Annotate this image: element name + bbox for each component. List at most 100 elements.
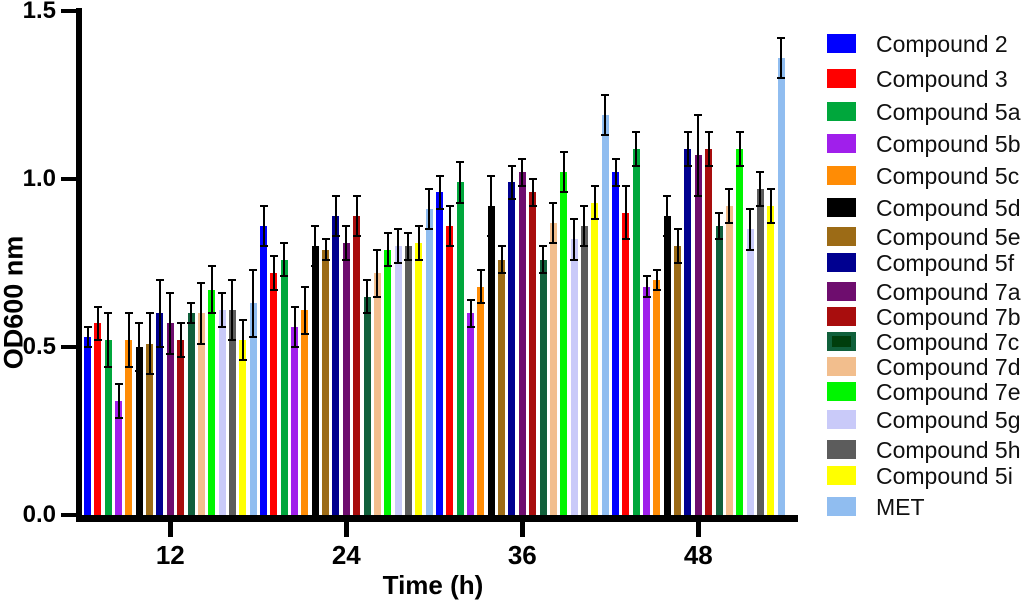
error-bar-cap [683,164,692,167]
error-bar-cap [694,194,703,197]
error-bar [241,320,244,361]
error-bar-cap [249,335,258,338]
error-bar-cap [383,231,392,234]
error-bar-cap [145,372,154,375]
bar-compound-2-48h [612,172,619,515]
legend-swatch [827,102,856,121]
error-bar [438,175,441,210]
bar-compound-5d-48h [663,215,671,515]
error-bar-cap [632,164,641,167]
error-bar-cap [425,228,434,231]
error-bar [386,232,389,267]
error-bar [469,299,472,327]
error-bar [138,323,141,371]
error-bar-cap [466,325,475,328]
bar-compound-2-12h [84,336,91,515]
legend-swatch [827,198,856,217]
error-bar-cap [342,258,351,261]
error-bar-cap [93,305,102,308]
error-bar [666,195,669,237]
x-tick [343,522,349,537]
error-bar-cap [321,258,330,261]
legend-label: Compound 5a [876,99,1021,125]
y-tick-label: 0.5 [22,333,56,360]
error-bar-cap [611,184,620,187]
bar-compound-7a-36h [518,172,526,515]
bar-compound-7d-24h [373,273,381,515]
bar-compound-2-24h [260,226,267,515]
error-bar [303,286,306,334]
error-bar [148,313,151,374]
error-bar-cap [218,292,227,295]
legend-label: Compound 5h [876,437,1021,463]
bar-compound-5c-36h [477,286,485,515]
error-bar [686,131,689,166]
error-bar [676,229,679,263]
bar-compound-5a-36h [456,182,464,515]
bar-compound-7c-36h [539,259,547,515]
error-bar-cap [601,134,610,137]
bar-compound-5h-36h [580,226,588,515]
error-bar-cap [352,235,361,238]
y-tick-label: 1.0 [22,165,56,192]
bar-compound-3-48h [622,212,630,515]
error-bar-cap [228,339,237,342]
legend: Compound 2 Compound 3 Compound 5a Compound … [820,0,1024,607]
legend-label: Compound 7b [876,304,1021,330]
error-bar-cap [145,312,154,315]
error-bar-cap [715,211,723,214]
legend-label: Compound 7d [876,354,1021,380]
error-bar [521,158,524,186]
error-bar-cap [187,322,195,325]
legend-swatch [827,134,856,153]
legend-swatch [827,69,856,88]
y-tick [61,177,78,181]
error-bar-cap [549,201,558,204]
error-bar-cap [331,235,340,238]
error-bar-cap [166,292,175,295]
bar-compound-5a-48h [632,148,640,515]
bar-compound-7e-48h [736,148,744,515]
bar-compound-5a-12h [104,340,112,515]
error-bar-cap [549,241,558,244]
error-bar-cap [466,298,475,301]
error-bar-cap [715,238,723,241]
error-bar-cap [642,295,651,298]
legend-swatch [827,382,856,401]
legend-swatch [827,227,856,246]
error-bar [221,293,224,327]
y-axis-title: OD600 nm [0,235,29,370]
bar-compound-5f-48h [684,148,692,515]
error-bar-cap [621,184,630,187]
bar-compound-5d-36h [487,205,495,515]
error-bar-cap [383,265,392,268]
bar-compound-7b-12h [177,340,185,515]
legend-swatch [827,357,856,376]
x-tick [519,522,525,537]
bar-met-24h [425,209,433,515]
error-bar-cap [766,188,775,191]
bar-compound-2-36h [436,192,443,515]
bar-compound-5f-24h [332,215,340,515]
error-bar [728,189,731,223]
error-bar-cap [683,130,692,133]
legend-swatch [827,253,856,272]
bar-compound-5g-48h [746,229,754,515]
error-bar [252,269,255,337]
error-bar-cap [155,278,164,281]
bar-compound-5e-24h [322,249,330,515]
error-bar [490,175,493,237]
error-bar-cap [187,302,195,305]
legend-label: Compound 7c [876,329,1020,355]
legend-swatch [827,466,856,485]
error-bar [407,232,410,260]
error-bar-cap [124,366,133,369]
bar-compound-7e-12h [208,289,216,515]
bar-compound-5f-36h [508,182,516,515]
error-bar [355,195,358,237]
bar-compound-5i-48h [767,205,775,515]
error-bar [655,269,658,290]
bar-compound-5a-24h [280,259,288,515]
error-bar [448,205,451,247]
